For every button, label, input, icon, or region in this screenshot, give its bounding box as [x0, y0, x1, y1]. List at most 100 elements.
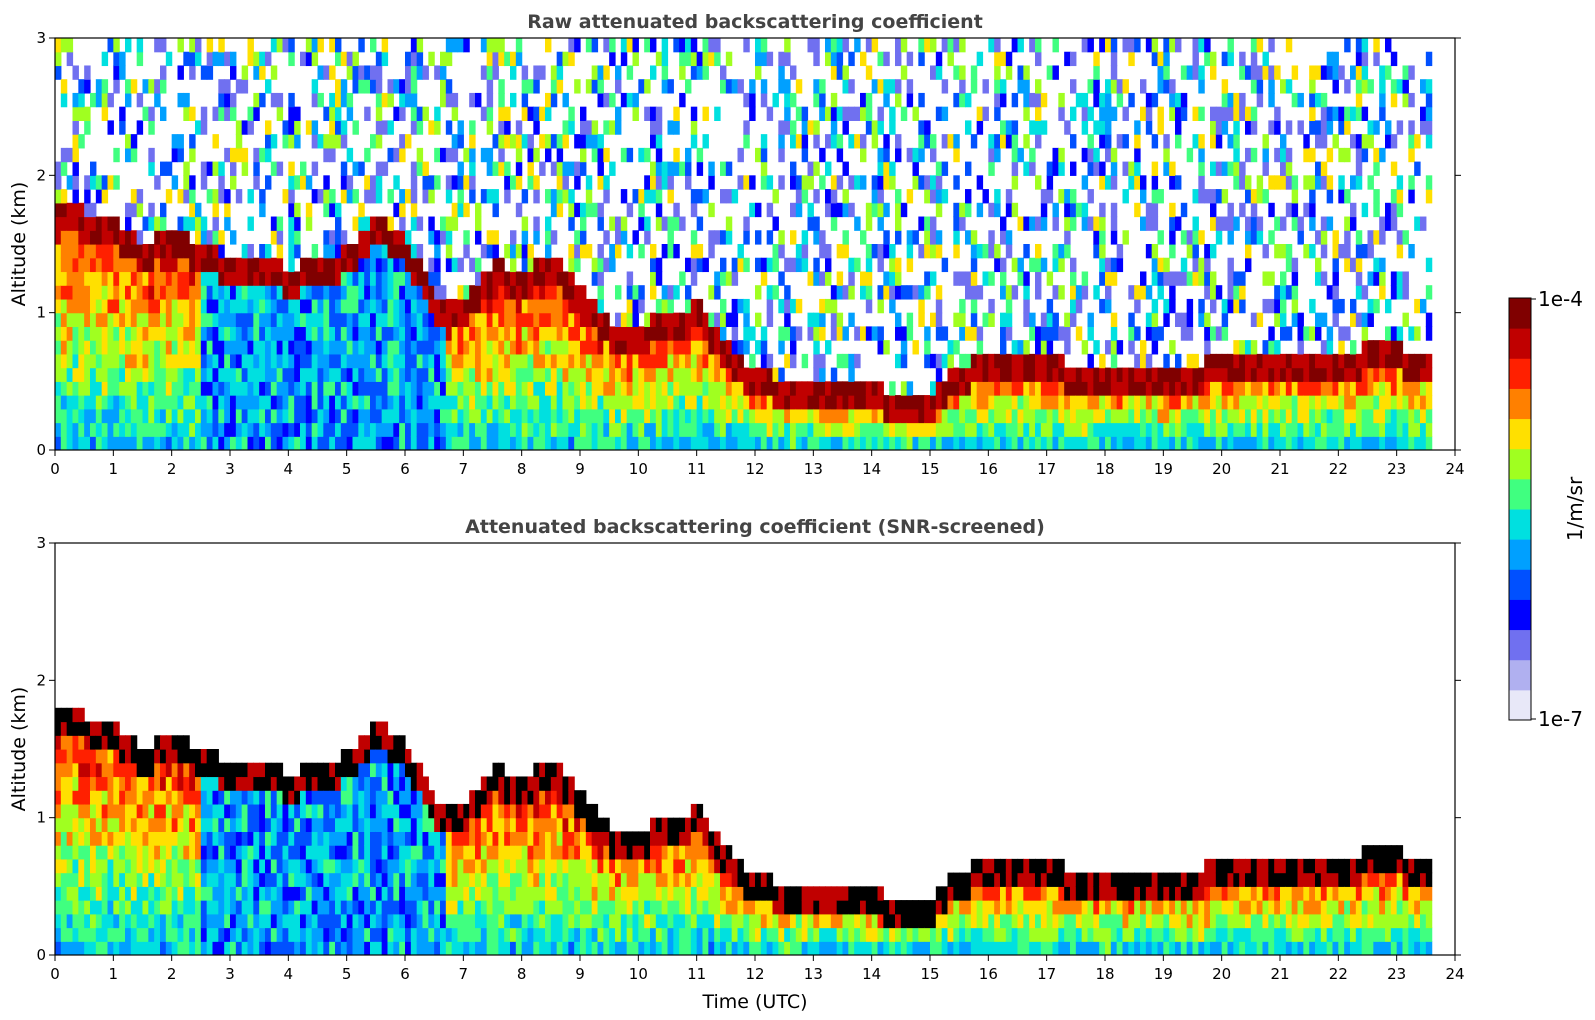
top-heat-cell — [708, 436, 715, 450]
top-heat-cell — [801, 175, 809, 190]
top-heat-cell — [1297, 436, 1304, 450]
top-heat-cell — [877, 161, 884, 176]
top-heat-cell — [615, 436, 622, 450]
top-heat-cell — [183, 161, 190, 176]
top-heat-cell — [387, 340, 394, 355]
top-heat-cell — [539, 65, 546, 80]
top-heat-cell — [690, 326, 698, 341]
top-heat-cell — [527, 298, 534, 314]
top-heat-cell — [1157, 65, 1164, 80]
top-heat-cell — [965, 436, 972, 450]
top-heat-cell — [370, 271, 377, 286]
top-heat-cell — [241, 285, 249, 300]
top-heat-cell — [1274, 436, 1281, 450]
top-heat-cell — [55, 175, 62, 190]
top-heat-cell — [1402, 353, 1409, 369]
bottom-heat-cell — [84, 886, 91, 901]
top-heat-cell — [1396, 244, 1404, 259]
top-heat-cell — [1396, 408, 1404, 424]
top-heat-cell — [492, 285, 499, 300]
top-heat-cell — [685, 395, 692, 410]
top-heat-cell — [55, 271, 62, 286]
top-heat-cell — [1093, 395, 1100, 410]
top-heat-cell — [1023, 244, 1030, 259]
top-heat-cell — [994, 408, 1001, 424]
top-heat-cell — [609, 51, 616, 67]
top-heat-cell — [1250, 353, 1258, 369]
top-heat-cell — [259, 395, 266, 410]
top-heat-cell — [556, 312, 564, 327]
top-heat-cell — [1070, 161, 1077, 176]
top-heat-cell — [288, 381, 295, 396]
top-heat-cell — [545, 381, 552, 396]
top-heat-cell — [970, 257, 978, 273]
top-heat-cell — [667, 285, 674, 300]
top-heat-cell — [1169, 408, 1176, 424]
top-heat-cell — [78, 298, 85, 314]
top-heat-cell — [1052, 147, 1059, 163]
top-heat-cell — [749, 106, 756, 121]
bottom-heat-cell — [78, 941, 85, 955]
top-heat-cell — [1105, 271, 1112, 286]
top-heat-cell — [1145, 395, 1153, 410]
top-heat-cell — [212, 312, 219, 327]
top-heat-cell — [294, 106, 301, 121]
top-heat-cell — [883, 202, 890, 218]
top-heat-cell — [644, 189, 651, 204]
top-heat-cell — [410, 79, 418, 94]
top-heat-cell — [393, 79, 400, 94]
top-heat-cell — [1274, 244, 1281, 259]
top-heat-cell — [1075, 298, 1083, 314]
top-heat-cell — [574, 244, 581, 259]
bottom-heat-cell — [165, 762, 173, 778]
top-heat-cell — [574, 134, 581, 149]
top-heat-cell — [1075, 381, 1083, 396]
top-heat-cell — [1046, 65, 1054, 80]
top-heat-cell — [976, 175, 984, 190]
top-heat-cell — [311, 120, 319, 135]
top-heat-cell — [270, 326, 278, 341]
top-heat-cell — [492, 326, 499, 341]
top-heat-cell — [107, 436, 114, 450]
top-heat-cell — [685, 51, 692, 67]
top-heat-cell — [364, 230, 371, 245]
top-heat-cell — [889, 175, 896, 190]
top-heat-cell — [731, 298, 739, 314]
top-heat-cell — [130, 244, 138, 259]
top-heat-cell — [755, 422, 762, 437]
bottom-heat-cell — [154, 803, 161, 819]
top-heat-cell — [1280, 161, 1287, 176]
top-heat-cell — [95, 230, 103, 245]
top-heat-cell — [1075, 436, 1083, 450]
top-heat-cell — [276, 422, 284, 437]
top-heat-cell — [1070, 298, 1077, 314]
top-heat-cell — [1239, 51, 1246, 67]
bottom-heat-cell — [55, 858, 62, 874]
bottom-heat-cell — [177, 831, 184, 846]
top-heat-cell — [66, 395, 74, 410]
top-heat-cell — [1309, 216, 1316, 231]
top-heat-cell — [585, 120, 593, 135]
top-heat-cell — [276, 395, 284, 410]
top-heat-cell — [1332, 244, 1339, 259]
top-heat-cell — [136, 395, 144, 410]
top-heat-cell — [1291, 257, 1299, 273]
top-heat-cell — [475, 436, 482, 450]
top-heat-cell — [1285, 175, 1293, 190]
top-heatmap — [55, 38, 1433, 450]
top-heat-cell — [486, 271, 494, 286]
bottom-heat-cell — [171, 886, 179, 901]
top-heat-cell — [387, 244, 394, 259]
bottom-heat-cell — [183, 858, 190, 874]
bottom-heat-cell — [160, 913, 167, 929]
top-heat-cell — [819, 230, 826, 245]
top-heat-cell — [1110, 436, 1118, 450]
top-heat-cell — [498, 340, 505, 355]
top-heat-cell — [778, 120, 785, 135]
top-heat-cell — [545, 147, 552, 163]
top-heat-cell — [1210, 134, 1217, 149]
top-heat-cell — [953, 436, 960, 450]
top-heat-cell — [1320, 422, 1328, 437]
top-heat-cell — [259, 92, 266, 108]
top-heat-cell — [685, 381, 692, 396]
